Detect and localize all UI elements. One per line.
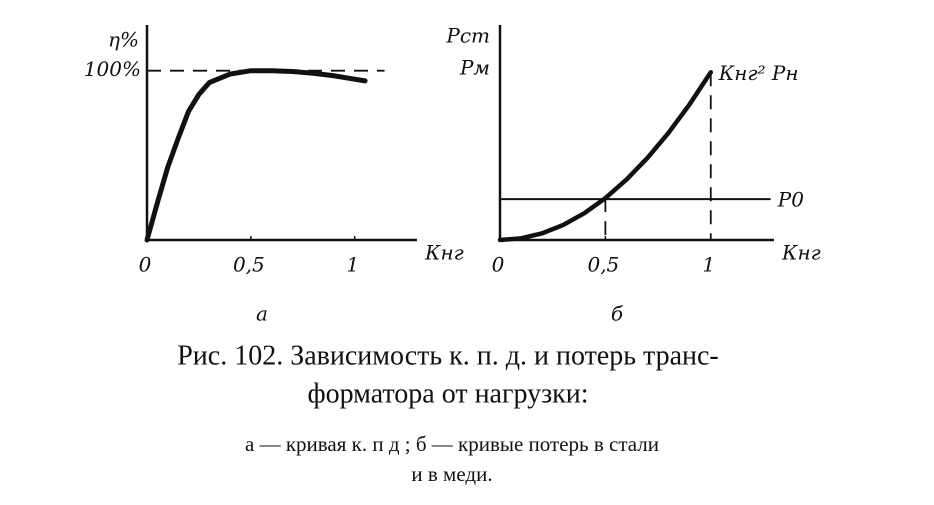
caption-legend: и в меди.: [411, 462, 492, 486]
panel-label: б: [611, 302, 624, 326]
y-axis-label: η%: [108, 28, 139, 52]
series-line: [497, 70, 714, 243]
x-tick-label: 0: [492, 253, 505, 277]
axes: [498, 25, 774, 242]
y-axis-label: Pст: [445, 24, 490, 48]
series-label: Кнг² Pн: [718, 61, 799, 85]
x-tick-label: 1: [702, 253, 715, 277]
x-tick-label: 1: [346, 253, 359, 277]
caption-line: форматора от нагрузки:: [307, 378, 588, 409]
caption-line: Рис. 102. Зависимость к. п. д. и потерь …: [177, 340, 719, 371]
axes: [145, 25, 417, 242]
caption-legend: а — кривая к. п д ; б — кривые потерь в …: [245, 432, 659, 456]
x-tick-label: 0,5: [587, 253, 619, 277]
series-line: [144, 68, 368, 243]
x-tick-label: 0,5: [233, 253, 265, 277]
y-axis-label: Pм: [459, 56, 490, 80]
series-label: P0: [777, 188, 804, 212]
x-axis-label: Кнг: [424, 241, 464, 265]
x-axis-label: Кнг: [781, 241, 821, 265]
x-tick-label: 0: [139, 253, 152, 277]
y-tick-label: 100%: [84, 57, 141, 81]
panel-label: а: [256, 302, 268, 326]
